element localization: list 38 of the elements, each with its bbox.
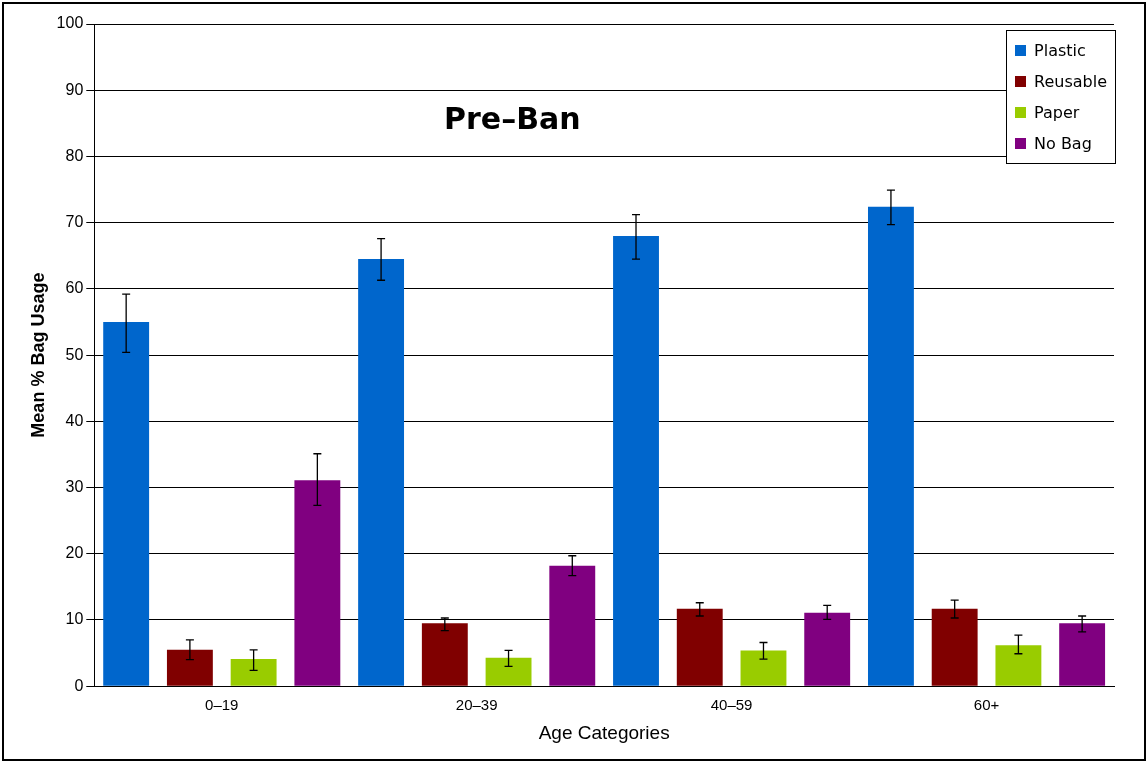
bar	[166, 649, 213, 686]
bar	[103, 321, 150, 686]
legend-label: Paper	[1034, 103, 1080, 122]
y-tick-label: 30	[65, 477, 84, 495]
bar	[485, 657, 532, 686]
bar	[868, 206, 914, 686]
bar	[1059, 623, 1106, 686]
y-tick-label: 20	[65, 544, 84, 562]
bar	[421, 623, 468, 686]
bar	[676, 608, 723, 686]
y-tick-label: 10	[65, 610, 84, 628]
x-tick-label: 20–39	[455, 696, 498, 714]
bar	[995, 645, 1042, 686]
x-axis-title: Age Categories	[538, 721, 670, 743]
y-tick-label: 70	[65, 213, 84, 231]
x-tick-label: 40–59	[710, 696, 753, 714]
bar	[804, 612, 851, 686]
bar	[358, 259, 405, 686]
x-tick-label: 0–19	[205, 696, 239, 714]
y-tick-label: 0	[74, 676, 84, 694]
legend-label: No Bag	[1034, 134, 1092, 153]
text: Pre–Ban	[444, 100, 581, 136]
bar	[294, 480, 341, 686]
y-tick-label: 50	[65, 345, 84, 363]
y-tick-label: 60	[65, 279, 84, 297]
legend-label: Reusable	[1034, 72, 1107, 91]
bar	[230, 659, 277, 686]
bar	[549, 565, 596, 686]
legend-label: Plastic	[1034, 41, 1086, 60]
y-tick-label: 90	[65, 80, 84, 98]
bar	[931, 608, 978, 686]
y-tick-label: 40	[65, 411, 84, 429]
bar	[613, 235, 659, 686]
x-tick-label: 60+	[973, 696, 1000, 714]
bar	[740, 650, 787, 686]
y-axis-title: Mean % Bag Usage	[27, 272, 48, 438]
y-tick-label: 80	[65, 146, 84, 164]
y-tick-label: 100	[56, 14, 84, 32]
